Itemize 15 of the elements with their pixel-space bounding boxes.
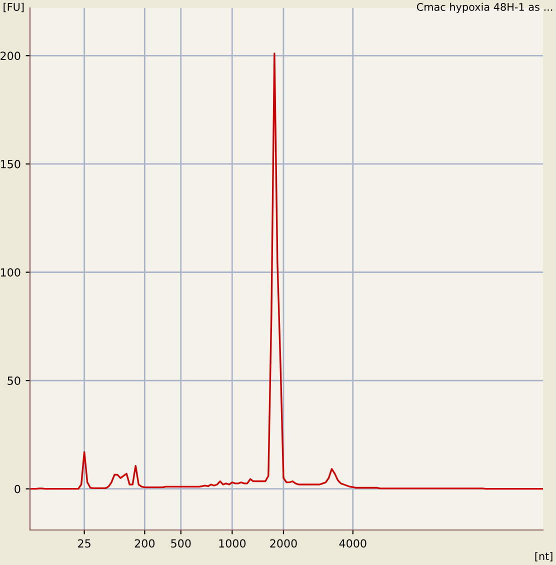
y-tick-label: 150	[0, 160, 20, 168]
x-tick-label: 4000	[339, 539, 366, 548]
y-tick-label: 100	[0, 268, 20, 277]
x-tick-label: 2000	[270, 539, 297, 548]
x-tick-label: 200	[134, 539, 155, 548]
line-series	[30, 52, 543, 490]
y-tick-label: 0	[14, 484, 20, 494]
x-tick-label: 500	[171, 539, 191, 548]
y-tick-label: 200	[0, 52, 20, 60]
x-tick-label: 25	[78, 539, 90, 548]
y-tick-label: 50	[8, 376, 20, 385]
chart-title: Cmac hypoxia 48H-1 as ...	[416, 2, 552, 13]
x-axis-title: [nt]	[535, 552, 552, 562]
y-axis-title: [FU]	[4, 2, 24, 12]
x-tick-label: 1000	[219, 539, 246, 548]
